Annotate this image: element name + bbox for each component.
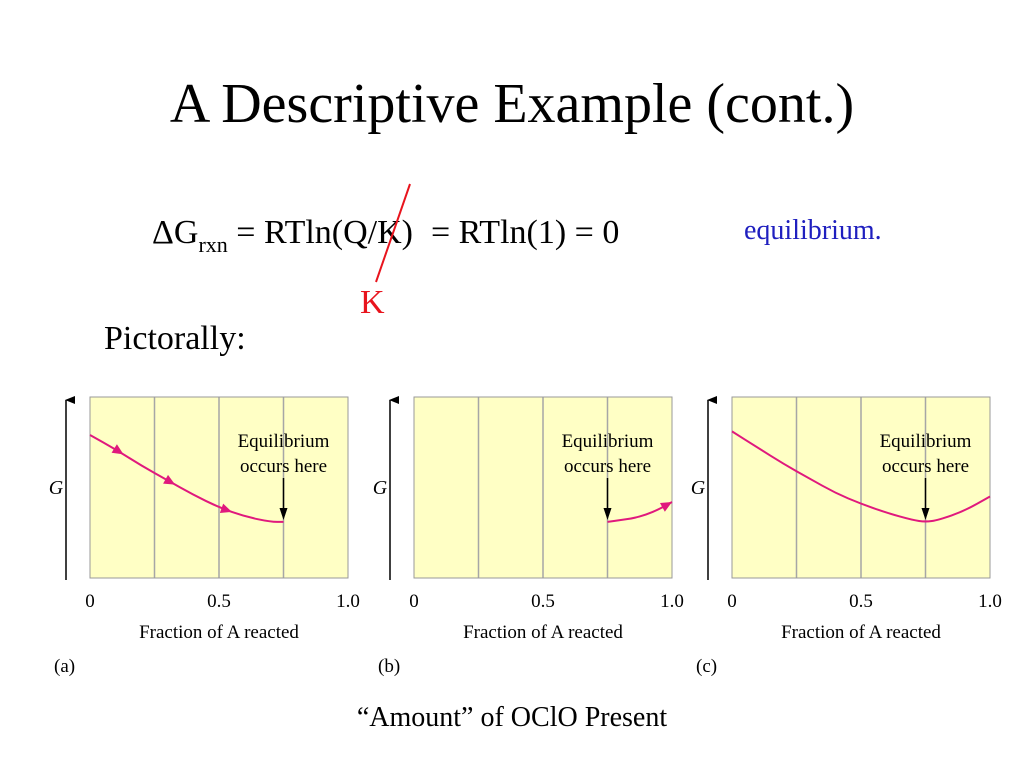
equation-part-2: = RTln(1) = 0 [431,214,620,251]
x-axis-label: Fraction of A reacted [139,622,299,643]
curve-direction-arrow [163,474,176,485]
strike-through-line [375,183,411,283]
chart-panel-1: G 0 0.5 1.0 Fraction of A reacted (a) Equilibr… [49,396,360,677]
annotation-line-1: Equilibrium [880,431,972,452]
annotation-line-2: occurs here [564,456,651,477]
gibbs-energy-charts: G 0 0.5 1.0 Fraction of A reacted (a) Equilibr… [49,396,1002,677]
rxn-subscript: rxn [198,232,228,257]
equilibrium-note: equilibrium. [744,215,882,246]
g-curve [731,430,991,523]
plot-border [89,396,349,579]
annotation-line-2: occurs here [240,456,327,477]
annotation-line-1: Equilibrium [238,431,330,452]
panel-label: (b) [378,656,400,677]
g-symbol: G [173,214,199,251]
annotation-arrow-head [921,508,930,520]
g-curve [89,434,284,523]
y-axis-label: G [373,477,388,499]
x-axis-label: Fraction of A reacted [463,622,623,643]
x-tick-label: 0 [85,591,95,612]
y-axis-label: G [691,477,706,499]
annotation-line-1: Equilibrium [562,431,654,452]
panel-label: (c) [696,656,717,677]
footer-caption: “Amount” of OClO Present [356,702,668,733]
delta-symbol: Δ [152,214,174,251]
plot-border [413,396,673,579]
x-tick-label: 0.5 [207,591,231,612]
x-axis-label: Fraction of A reacted [781,622,941,643]
x-tick-label: 1.0 [660,591,684,612]
chart-panel-2: G 0 0.5 1.0 Fraction of A reacted (b) Equilibr… [373,396,684,677]
y-axis-label: G [49,477,64,499]
curve-direction-arrow [659,501,672,512]
slide-title: A Descriptive Example (cont.) [169,73,855,135]
annotation-arrow-head [603,508,612,520]
x-tick-label: 1.0 [978,591,1002,612]
annotation-line-2: occurs here [882,456,969,477]
x-tick-label: 0 [409,591,419,612]
x-tick-label: 0.5 [531,591,555,612]
curve-direction-arrow [111,444,124,455]
gibbs-equation: ΔGrxn = RTln(Q/K) = RTln(1) = 0 [152,214,619,258]
x-tick-label: 1.0 [336,591,360,612]
pictorially-label: Pictorally: [104,320,246,357]
annotation-arrow-head [279,508,288,520]
k-replacement-label: K [360,284,385,321]
plot-border [731,396,991,579]
x-tick-label: 0 [727,591,737,612]
g-curve [607,501,673,523]
curve-direction-arrow [219,503,232,514]
panel-label: (a) [54,656,75,677]
strike-line [375,183,411,283]
chart-panel-3: G 0 0.5 1.0 Fraction of A reacted (c) Equilibr… [691,396,1002,677]
x-tick-label: 0.5 [849,591,873,612]
equation-part-1: = RTln(Q/K) [227,214,413,251]
